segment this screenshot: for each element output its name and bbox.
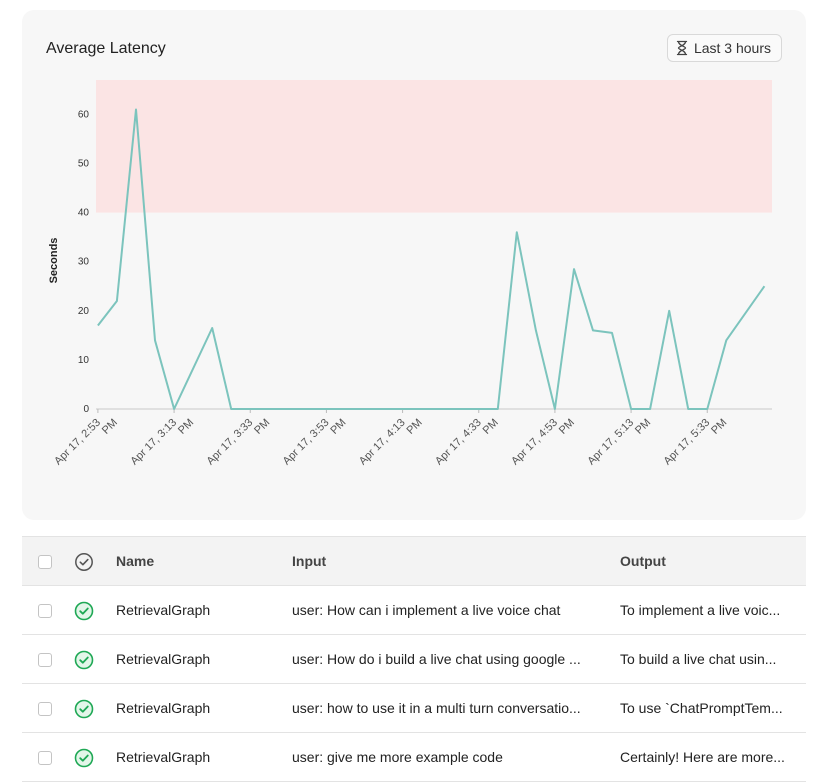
x-tick-label: Apr 17, 4:33PM	[433, 408, 501, 476]
y-tick-label: 0	[83, 404, 89, 415]
y-tick-label: 60	[78, 109, 90, 120]
table-header: Name Input Output	[22, 536, 806, 586]
table-row[interactable]: RetrievalGraph user: give me more example…	[22, 733, 806, 782]
run-output: To build a live chat usin...	[620, 651, 777, 667]
success-check-icon	[74, 601, 94, 621]
run-input: user: How do i build a live chat using g…	[292, 651, 581, 667]
table-row[interactable]: RetrievalGraph user: how to use it in a m…	[22, 684, 806, 733]
success-check-icon	[74, 699, 94, 719]
run-name: RetrievalGraph	[116, 749, 211, 765]
runs-table: Name Input Output RetrievalGraph user: Ho…	[22, 536, 806, 782]
run-input: user: give me more example code	[292, 749, 503, 765]
run-name: RetrievalGraph	[116, 602, 211, 618]
y-tick-label: 40	[78, 208, 90, 219]
threshold-band	[96, 80, 772, 213]
run-output: To implement a live voic...	[620, 602, 781, 618]
column-header-input[interactable]: Input	[292, 553, 327, 569]
row-checkbox[interactable]	[38, 604, 52, 619]
row-checkbox[interactable]	[38, 751, 52, 766]
y-tick-label: 50	[78, 158, 90, 169]
chart-title: Average Latency	[46, 40, 166, 57]
run-output: To use `ChatPromptTem...	[620, 700, 783, 716]
run-input: user: how to use it in a multi turn conv…	[292, 700, 581, 716]
table-row[interactable]: RetrievalGraph user: How do i build a liv…	[22, 635, 806, 684]
x-tick-label: Apr 17, 5:33PM	[662, 408, 730, 476]
run-input: user: How can i implement a live voice c…	[292, 602, 561, 618]
row-checkbox[interactable]	[38, 653, 52, 668]
time-range-button[interactable]: Last 3 hours	[666, 34, 782, 62]
run-output: Certainly! Here are more...	[620, 749, 785, 765]
success-check-icon	[74, 650, 94, 670]
status-column-icon	[75, 553, 93, 572]
time-range-label: Last 3 hours	[693, 40, 771, 56]
x-tick-label: Apr 17, 3:33PM	[204, 408, 272, 476]
success-check-icon	[74, 748, 94, 768]
run-name: RetrievalGraph	[116, 651, 211, 667]
row-checkbox[interactable]	[38, 702, 52, 717]
y-axis-label: Seconds	[48, 238, 60, 284]
x-tick-label: Apr 17, 4:13PM	[357, 408, 425, 476]
x-tick-label: Apr 17, 3:53PM	[281, 408, 349, 476]
column-header-output[interactable]: Output	[620, 553, 666, 569]
y-tick-label: 10	[78, 355, 90, 366]
x-tick-label: Apr 17, 3:13PM	[128, 408, 196, 476]
y-tick-label: 30	[78, 257, 90, 268]
y-tick-label: 20	[78, 306, 90, 317]
x-tick-label: Apr 17, 5:13PM	[585, 408, 653, 476]
run-name: RetrievalGraph	[116, 700, 211, 716]
table-row[interactable]: RetrievalGraph user: How can i implement …	[22, 586, 806, 635]
hourglass-icon	[676, 40, 688, 56]
column-header-name[interactable]: Name	[116, 553, 155, 569]
x-tick-label: Apr 17, 2:53PM	[52, 408, 120, 476]
latency-line	[97, 108, 766, 410]
select-all-checkbox[interactable]	[38, 555, 52, 570]
x-tick-label: Apr 17, 4:53PM	[509, 408, 577, 476]
